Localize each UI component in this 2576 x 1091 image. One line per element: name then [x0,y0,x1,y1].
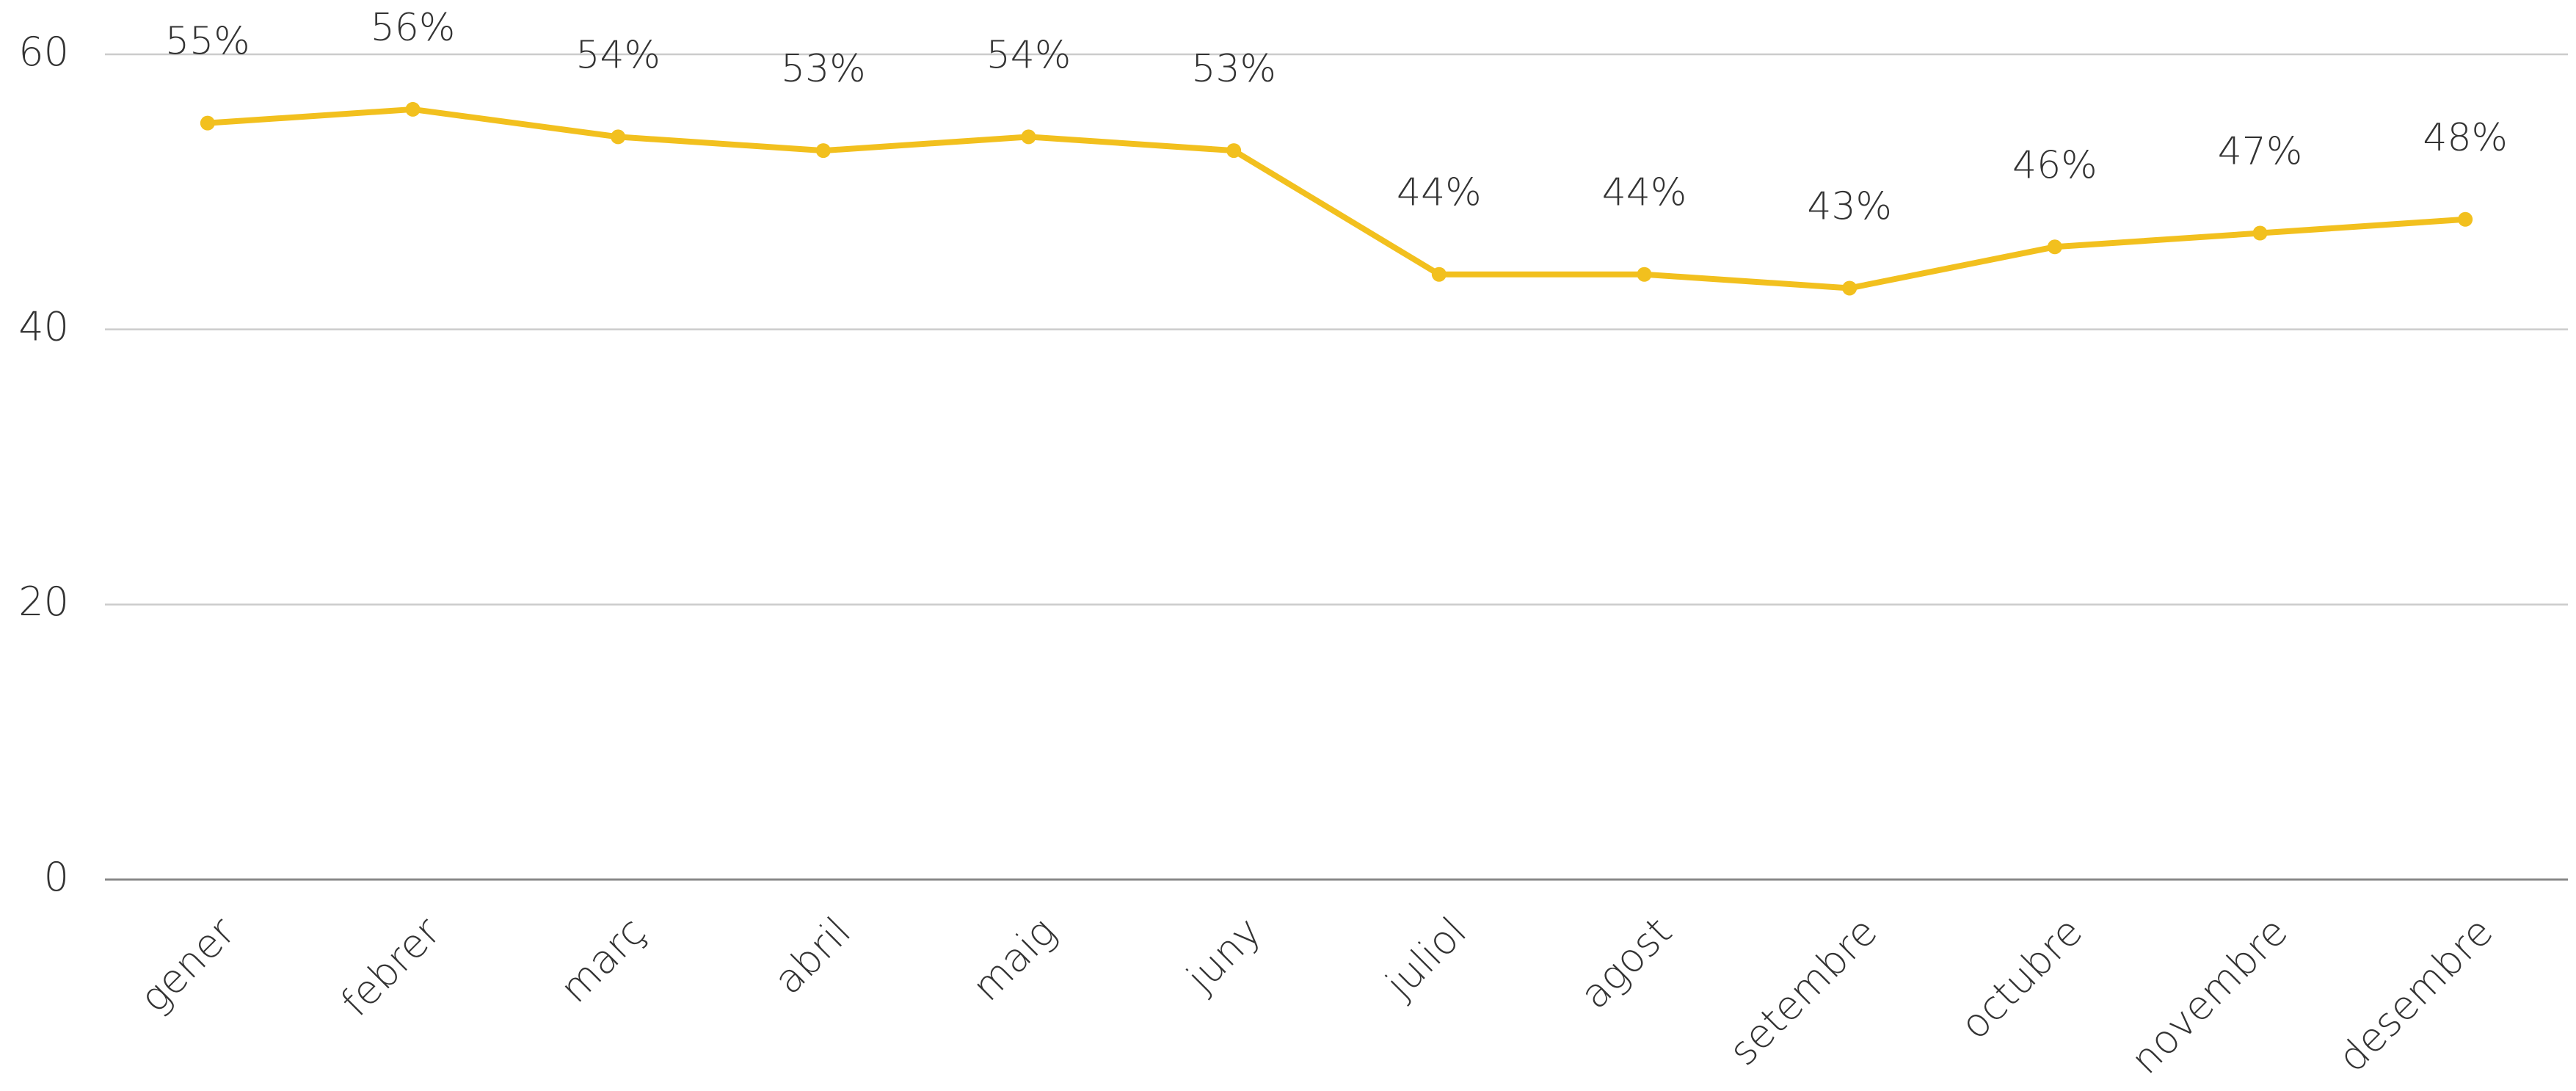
x-tick-label: juny [1177,908,1270,1001]
y-tick-label: 20 [18,579,69,625]
x-tick-label: setembre [1720,908,1886,1074]
data-label: 44% [1397,171,1482,215]
data-label: 54% [575,33,661,77]
y-tick-label: 0 [44,854,69,900]
data-label: 47% [2218,130,2303,174]
point [611,129,626,145]
point [1842,280,1858,296]
data-label: 53% [781,47,866,91]
point [200,115,215,131]
x-tick-label: novembre [2122,908,2296,1083]
x-tick-label: febrer [332,908,449,1026]
point [1226,143,1242,159]
x-tick-label: agost [1571,908,1681,1018]
point [1637,267,1652,282]
x-tick-label: octubre [1951,908,2092,1048]
point [2047,239,2062,255]
x-tick-label: juliol [1376,908,1475,1007]
point [815,143,831,159]
data-label: 44% [1602,171,1687,215]
data-label: 43% [1807,184,1892,228]
data-label: 48% [2423,116,2508,160]
x-tick-label: desembre [2329,908,2501,1081]
data-label: 46% [2012,143,2097,187]
point [405,101,421,117]
data-label: 53% [1191,47,1276,91]
point [2458,211,2473,227]
x-tick-label: gener [131,908,244,1022]
x-tick-label: maig [963,908,1065,1010]
point [1431,267,1447,282]
y-tick-label: 40 [18,303,69,349]
x-tick-label: abril [765,908,859,1003]
series-line [207,106,2466,291]
data-label: 54% [986,33,1071,77]
x-tick-label: març [551,908,655,1012]
data-label: 55% [165,20,250,64]
point [2252,225,2268,241]
data-label: 56% [371,6,456,50]
point [1021,129,1036,145]
y-tick-label: 60 [18,29,69,75]
